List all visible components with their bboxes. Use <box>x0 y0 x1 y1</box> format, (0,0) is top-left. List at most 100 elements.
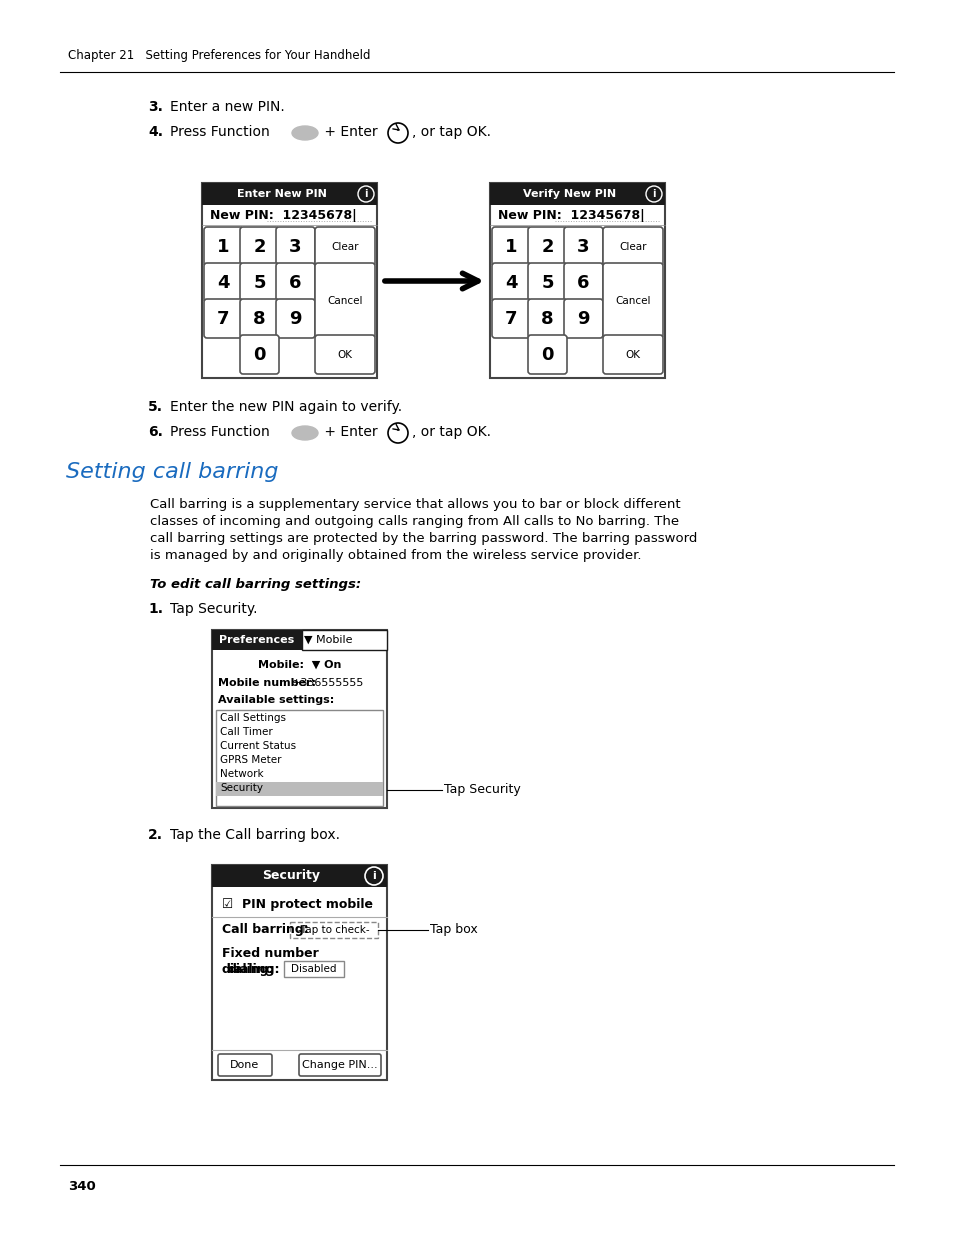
Text: 6: 6 <box>577 273 589 291</box>
FancyBboxPatch shape <box>314 335 375 374</box>
Text: Cancel: Cancel <box>615 295 650 305</box>
Text: Enter the new PIN again to verify.: Enter the new PIN again to verify. <box>170 400 402 414</box>
Text: is managed by and originally obtained from the wireless service provider.: is managed by and originally obtained fr… <box>150 550 640 562</box>
Text: , or tap OK.: , or tap OK. <box>412 125 491 140</box>
Text: OK: OK <box>337 350 352 359</box>
FancyBboxPatch shape <box>602 335 662 374</box>
FancyBboxPatch shape <box>212 630 387 808</box>
Text: 5: 5 <box>253 273 266 291</box>
FancyBboxPatch shape <box>602 227 662 266</box>
Text: 9: 9 <box>577 310 589 327</box>
FancyBboxPatch shape <box>212 864 387 1079</box>
Text: Network: Network <box>220 769 263 779</box>
FancyBboxPatch shape <box>240 227 278 266</box>
Text: 3.: 3. <box>148 100 163 114</box>
FancyBboxPatch shape <box>302 630 387 650</box>
FancyBboxPatch shape <box>298 1053 380 1076</box>
FancyBboxPatch shape <box>204 227 243 266</box>
FancyBboxPatch shape <box>527 227 566 266</box>
Text: ☑  PIN protect mobile: ☑ PIN protect mobile <box>222 898 373 911</box>
FancyBboxPatch shape <box>527 335 566 374</box>
Text: 8: 8 <box>253 310 266 327</box>
Text: i: i <box>652 189 655 199</box>
Text: Clear: Clear <box>618 242 646 252</box>
FancyBboxPatch shape <box>563 227 602 266</box>
FancyBboxPatch shape <box>204 263 243 303</box>
Circle shape <box>357 186 374 203</box>
Text: 4.: 4. <box>148 125 163 140</box>
FancyBboxPatch shape <box>240 335 278 374</box>
Text: To edit call barring settings:: To edit call barring settings: <box>150 578 361 592</box>
Text: 2: 2 <box>540 237 553 256</box>
Text: Tap the Call barring box.: Tap the Call barring box. <box>170 827 339 842</box>
FancyBboxPatch shape <box>275 299 314 338</box>
Text: Call Settings: Call Settings <box>220 713 286 722</box>
Text: Fixed number: Fixed number <box>222 947 318 960</box>
Text: Tap Security.: Tap Security. <box>170 601 257 616</box>
Text: Call barring:: Call barring: <box>222 923 309 936</box>
Text: +336555555: +336555555 <box>292 678 364 688</box>
FancyBboxPatch shape <box>284 961 344 977</box>
FancyBboxPatch shape <box>490 183 664 205</box>
Text: Setting call barring: Setting call barring <box>66 462 278 482</box>
Text: + Enter: + Enter <box>319 425 381 438</box>
Text: i: i <box>372 871 375 881</box>
Text: 2: 2 <box>253 237 266 256</box>
FancyBboxPatch shape <box>527 299 566 338</box>
Text: Security: Security <box>262 869 320 883</box>
Text: Change PIN...: Change PIN... <box>302 1060 377 1070</box>
Text: Done: Done <box>230 1060 259 1070</box>
FancyBboxPatch shape <box>275 227 314 266</box>
Text: Cancel: Cancel <box>327 295 362 305</box>
Text: Available settings:: Available settings: <box>218 695 334 705</box>
FancyBboxPatch shape <box>240 263 278 303</box>
Text: 7: 7 <box>217 310 230 327</box>
Text: i: i <box>364 189 367 199</box>
FancyBboxPatch shape <box>492 299 531 338</box>
Text: , or tap OK.: , or tap OK. <box>412 425 491 438</box>
Text: Tap Security: Tap Security <box>443 783 520 797</box>
Text: New PIN:  12345678|: New PIN: 12345678| <box>210 209 356 222</box>
Text: 1: 1 <box>505 237 517 256</box>
Text: 9: 9 <box>289 310 301 327</box>
Text: 340: 340 <box>68 1179 95 1193</box>
Text: New PIN:  12345678|: New PIN: 12345678| <box>497 209 644 222</box>
Text: OK: OK <box>625 350 639 359</box>
Ellipse shape <box>292 126 317 140</box>
FancyBboxPatch shape <box>492 227 531 266</box>
FancyBboxPatch shape <box>602 263 662 338</box>
Text: 8: 8 <box>540 310 554 327</box>
Circle shape <box>645 186 661 203</box>
Text: classes of incoming and outgoing calls ranging from All calls to No barring. The: classes of incoming and outgoing calls r… <box>150 515 679 529</box>
Text: Enter a new PIN.: Enter a new PIN. <box>170 100 284 114</box>
Text: call barring settings are protected by the barring password. The barring passwor: call barring settings are protected by t… <box>150 532 697 545</box>
Text: Tap box: Tap box <box>430 924 477 936</box>
FancyBboxPatch shape <box>212 864 387 887</box>
Text: Mobile number:: Mobile number: <box>218 678 319 688</box>
Text: 6: 6 <box>289 273 301 291</box>
Text: 5.: 5. <box>148 400 163 414</box>
Text: Clear: Clear <box>331 242 358 252</box>
FancyBboxPatch shape <box>202 183 376 378</box>
Text: 4: 4 <box>505 273 517 291</box>
Text: Security: Security <box>220 783 263 793</box>
Text: Disabled: Disabled <box>291 965 336 974</box>
Text: Preferences: Preferences <box>219 635 294 645</box>
FancyBboxPatch shape <box>240 299 278 338</box>
Text: Press Function: Press Function <box>170 125 274 140</box>
FancyBboxPatch shape <box>290 923 377 939</box>
Circle shape <box>365 867 382 885</box>
FancyBboxPatch shape <box>563 299 602 338</box>
Text: 4: 4 <box>217 273 230 291</box>
FancyBboxPatch shape <box>314 227 375 266</box>
Text: Call barring is a supplementary service that allows you to bar or block differen: Call barring is a supplementary service … <box>150 498 679 511</box>
Text: 7: 7 <box>505 310 517 327</box>
Text: dialing:: dialing: <box>227 963 280 976</box>
Text: Enter New PIN: Enter New PIN <box>236 189 326 199</box>
Text: 0: 0 <box>540 346 553 363</box>
Text: GPRS Meter: GPRS Meter <box>220 755 281 764</box>
FancyBboxPatch shape <box>527 263 566 303</box>
FancyBboxPatch shape <box>490 183 664 378</box>
FancyBboxPatch shape <box>275 263 314 303</box>
FancyBboxPatch shape <box>563 263 602 303</box>
